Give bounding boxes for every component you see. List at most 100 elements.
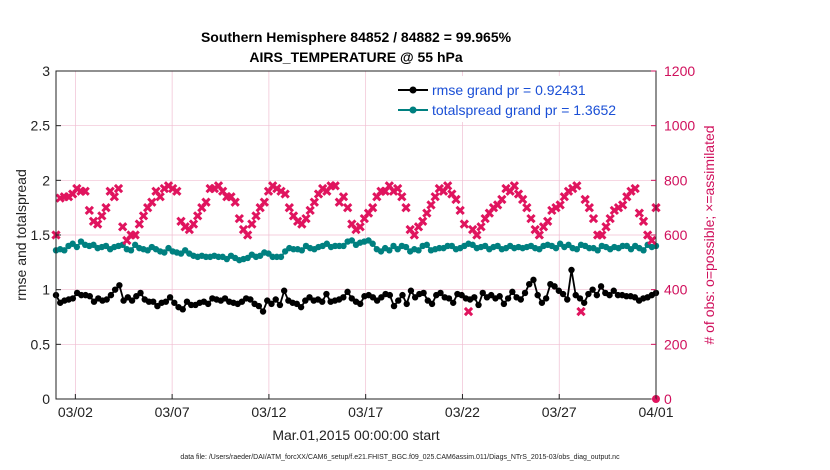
data-point-series-0 xyxy=(259,308,267,315)
obs-count-marker-stroke xyxy=(397,192,407,202)
obs-count-marker xyxy=(393,183,403,194)
data-point-series-0 xyxy=(479,289,486,297)
data-point-series-0 xyxy=(390,302,398,310)
obs-count-marker-stroke xyxy=(147,197,157,207)
obs-count-marker-stroke xyxy=(193,211,203,221)
obs-count-marker xyxy=(476,222,486,232)
obs-count-marker xyxy=(555,200,565,210)
obs-count-marker xyxy=(330,181,340,191)
obs-count-marker xyxy=(647,235,657,246)
obs-count-marker-stroke xyxy=(405,224,415,235)
data-point-series-0 xyxy=(69,295,77,302)
data-point-series-1 xyxy=(277,253,285,261)
obs-count-marker xyxy=(638,216,649,226)
obs-count-marker-stroke xyxy=(280,189,290,199)
obs-count-marker-stroke xyxy=(401,203,411,213)
obs-count-marker-stroke xyxy=(355,222,365,232)
obs-count-marker-stroke xyxy=(555,200,565,210)
data-point-series-1 xyxy=(640,247,647,254)
data-point-series-0 xyxy=(526,281,533,288)
data-point-series-1 xyxy=(594,247,601,254)
obs-count-marker-stroke xyxy=(422,208,432,218)
data-point-series-1 xyxy=(402,243,410,251)
legend-label-rmse: rmse grand pr = 0.92431 xyxy=(432,82,586,98)
y-tick-label-left: 0.5 xyxy=(31,336,51,352)
obs-count-marker-stroke xyxy=(638,216,649,226)
obs-count-marker-stroke xyxy=(347,219,357,229)
obs-count-marker xyxy=(518,194,528,205)
obs-count-marker-stroke xyxy=(409,230,419,240)
obs-count-marker xyxy=(497,194,507,205)
y-tick-label-left: 2.5 xyxy=(31,118,51,134)
obs-count-marker xyxy=(597,230,607,240)
obs-count-marker xyxy=(230,197,240,207)
data-point-series-0 xyxy=(496,293,503,300)
data-point-series-0 xyxy=(247,296,254,303)
data-point-series-1 xyxy=(298,247,306,254)
obs-count-marker xyxy=(418,216,428,226)
data-point-series-0 xyxy=(551,283,558,290)
data-point-series-1 xyxy=(61,247,68,254)
obs-count-marker xyxy=(305,205,315,216)
obs-count-marker-stroke xyxy=(630,183,640,194)
data-point-series-0 xyxy=(576,295,584,302)
series-line-0 xyxy=(55,269,657,314)
data-point-series-0 xyxy=(297,303,305,311)
obs-count-marker xyxy=(576,306,586,317)
obs-count-marker xyxy=(172,186,182,196)
obs-count-marker-stroke xyxy=(530,224,540,235)
data-point-series-1 xyxy=(386,247,393,254)
obs-count-marker xyxy=(572,181,582,191)
obs-count-marker-stroke xyxy=(543,216,553,226)
data-point-series-0 xyxy=(340,294,347,301)
data-point-series-0 xyxy=(475,301,482,309)
data-point-series-0 xyxy=(344,288,351,296)
data-point-series-1 xyxy=(573,246,581,253)
legend: rmse grand pr = 0.92431 totalspread gran… xyxy=(396,76,652,122)
obs-count-marker xyxy=(247,219,257,229)
x-tick-label: 04/01 xyxy=(638,404,673,420)
obs-count-marker xyxy=(251,211,261,221)
y-axis-label-left: rmse and totalspread xyxy=(13,169,29,301)
obs-count-marker-stroke xyxy=(97,211,107,221)
obs-count-marker xyxy=(301,213,311,224)
data-point-series-0 xyxy=(610,287,617,294)
obs-count-marker-stroke xyxy=(588,213,599,224)
obs-count-marker xyxy=(526,213,536,224)
obs-count-marker-stroke xyxy=(113,183,124,194)
data-point-series-0 xyxy=(504,295,512,302)
x-axis-label: Mar.01,2015 00:00:00 start xyxy=(272,427,439,443)
obs-count-marker-stroke xyxy=(138,211,149,221)
obs-count-marker-stroke xyxy=(155,192,165,202)
obs-count-marker xyxy=(147,197,157,207)
obs-count-marker xyxy=(155,192,165,202)
data-point-series-0 xyxy=(280,287,288,294)
data-point-series-0 xyxy=(564,296,571,303)
y-tick-label-right: 600 xyxy=(664,227,688,243)
obs-count-marker-stroke xyxy=(309,197,319,207)
data-point-series-0 xyxy=(585,290,592,298)
obs-count-marker-stroke xyxy=(330,181,340,191)
obs-count-marker-stroke xyxy=(134,219,144,229)
obs-count-marker-stroke xyxy=(572,181,582,191)
data-point-series-1 xyxy=(340,242,347,250)
data-point-series-0 xyxy=(593,291,601,299)
x-tick-label: 03/22 xyxy=(445,404,480,420)
obs-count-marker xyxy=(397,192,407,202)
obs-count-marker xyxy=(534,230,544,240)
data-point-series-1 xyxy=(127,247,135,254)
obs-count-marker xyxy=(284,203,294,213)
data-point-series-0 xyxy=(204,300,212,308)
data-point-series-0 xyxy=(509,288,516,296)
obs-count-marker xyxy=(409,230,419,240)
obs-count-marker-stroke xyxy=(451,194,461,205)
obs-count-marker-stroke xyxy=(447,189,457,199)
x-tick-label: 03/27 xyxy=(542,404,577,420)
data-point-series-0 xyxy=(268,300,275,308)
y-tick-label-left: 2 xyxy=(42,172,50,188)
obs-count-marker-stroke xyxy=(647,235,657,246)
obs-count-marker-stroke xyxy=(522,203,532,213)
obs-count-marker xyxy=(309,197,319,207)
obs-count-marker xyxy=(118,222,128,232)
data-point-series-0 xyxy=(171,299,178,306)
